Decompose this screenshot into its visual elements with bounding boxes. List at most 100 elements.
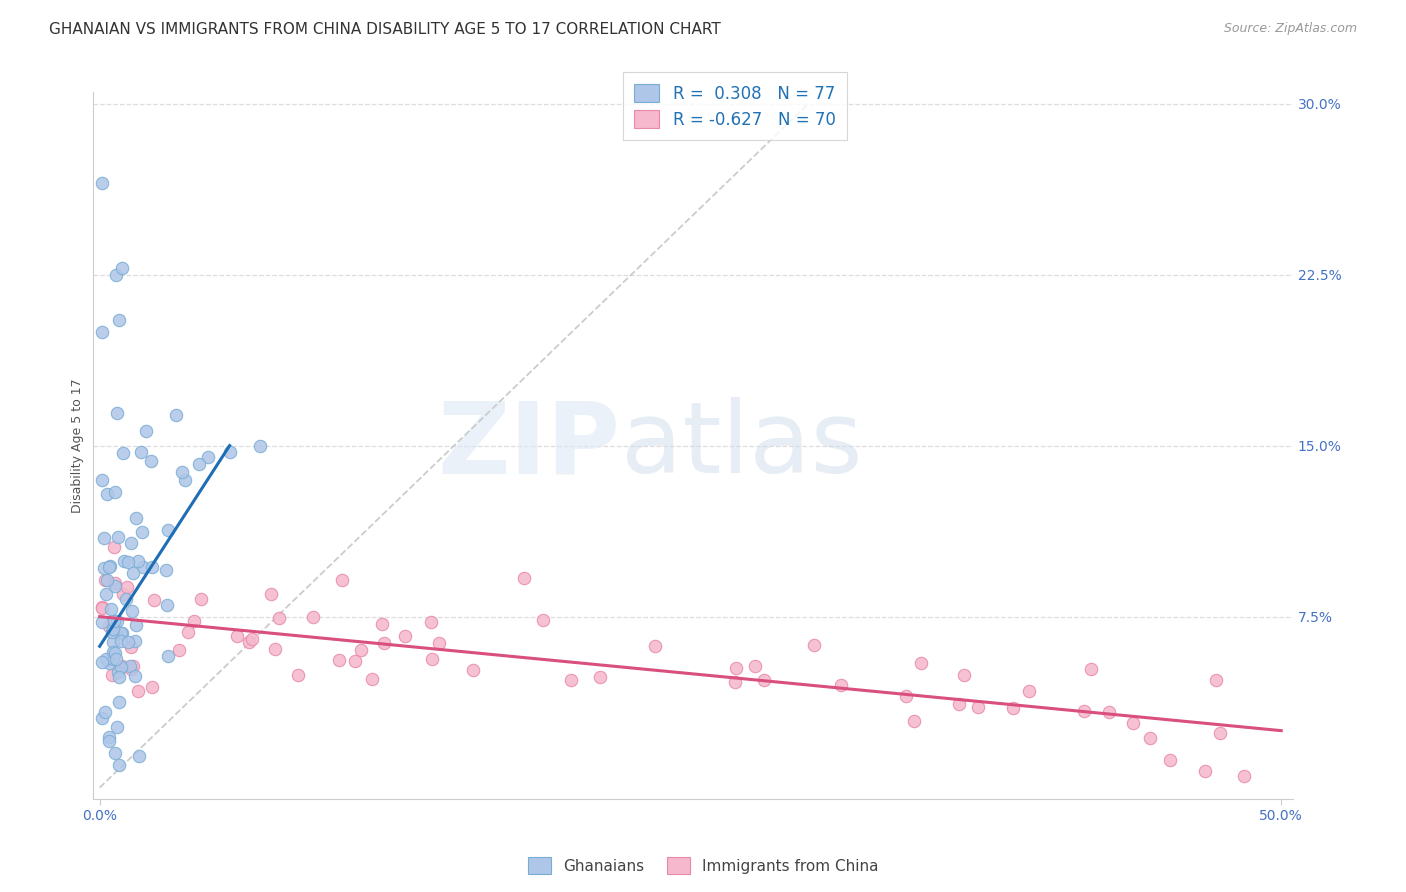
Point [420, 615, 443, 629]
Point [724, 661, 747, 675]
Point [110, 260, 132, 275]
Point [1001, 701, 1024, 715]
Point [1080, 662, 1102, 676]
Text: Source: ZipAtlas.com: Source: ZipAtlas.com [1223, 22, 1357, 36]
Point [131, 524, 153, 539]
Point [98, 730, 121, 744]
Point [107, 670, 129, 684]
Point [94, 705, 117, 719]
Point [724, 675, 747, 690]
Point [156, 598, 179, 612]
Text: atlas: atlas [621, 397, 862, 494]
Point [903, 714, 925, 728]
Point [141, 454, 163, 468]
Point [91, 473, 114, 487]
Point [110, 660, 132, 674]
Point [173, 473, 195, 487]
Point [96, 587, 118, 601]
Point [104, 484, 127, 499]
Point [103, 541, 125, 555]
Point [125, 618, 148, 632]
Y-axis label: Disability Age 5 to 17: Disability Age 5 to 17 [72, 378, 84, 513]
Point [560, 673, 582, 687]
Point [91, 615, 114, 630]
Text: ZIP: ZIP [437, 397, 621, 494]
Point [461, 664, 484, 678]
Point [96, 573, 118, 587]
Legend: Ghanaians, Immigrants from China: Ghanaians, Immigrants from China [522, 851, 884, 880]
Point [112, 445, 135, 459]
Point [105, 624, 128, 638]
Point [744, 659, 766, 673]
Point [105, 614, 128, 628]
Point [110, 634, 132, 648]
Point [830, 678, 852, 692]
Point [260, 587, 283, 601]
Point [803, 639, 825, 653]
Point [98, 559, 121, 574]
Point [120, 662, 142, 676]
Point [427, 636, 450, 650]
Point [165, 408, 187, 422]
Point [197, 450, 219, 464]
Point [287, 667, 309, 681]
Point [371, 616, 394, 631]
Point [264, 641, 287, 656]
Point [894, 689, 917, 703]
Point [108, 313, 131, 327]
Point [93, 531, 115, 545]
Point [97, 656, 120, 670]
Point [91, 177, 114, 191]
Point [120, 640, 142, 655]
Point [953, 668, 976, 682]
Point [135, 424, 157, 438]
Point [110, 625, 132, 640]
Point [105, 406, 128, 420]
Point [343, 654, 366, 668]
Point [105, 652, 128, 666]
Point [1098, 705, 1121, 719]
Point [531, 613, 554, 627]
Point [155, 563, 177, 577]
Text: GHANAIAN VS IMMIGRANTS FROM CHINA DISABILITY AGE 5 TO 17 CORRELATION CHART: GHANAIAN VS IMMIGRANTS FROM CHINA DISABI… [49, 22, 721, 37]
Point [122, 658, 145, 673]
Point [101, 645, 124, 659]
Point [156, 524, 179, 538]
Point [111, 658, 134, 673]
Point [910, 656, 932, 670]
Point [1233, 769, 1256, 783]
Point [225, 629, 247, 643]
Point [111, 625, 134, 640]
Point [1073, 704, 1095, 718]
Point [754, 673, 776, 687]
Point [183, 614, 205, 628]
Point [394, 629, 416, 643]
Point [104, 646, 127, 660]
Point [118, 658, 141, 673]
Point [101, 668, 124, 682]
Point [101, 635, 124, 649]
Point [167, 643, 190, 657]
Point [1194, 764, 1216, 779]
Point [97, 560, 120, 574]
Point [112, 554, 135, 568]
Point [105, 720, 128, 734]
Point [141, 560, 163, 574]
Point [141, 680, 163, 694]
Point [350, 642, 373, 657]
Point [1139, 731, 1161, 745]
Point [420, 652, 443, 666]
Point [100, 602, 122, 616]
Point [644, 639, 666, 653]
Point [103, 614, 125, 628]
Point [107, 530, 129, 544]
Point [91, 711, 114, 725]
Point [124, 668, 146, 682]
Point [328, 653, 350, 667]
Point [1018, 684, 1040, 698]
Point [91, 656, 114, 670]
Point [93, 560, 115, 574]
Point [107, 694, 129, 708]
Point [142, 593, 165, 607]
Point [103, 651, 125, 665]
